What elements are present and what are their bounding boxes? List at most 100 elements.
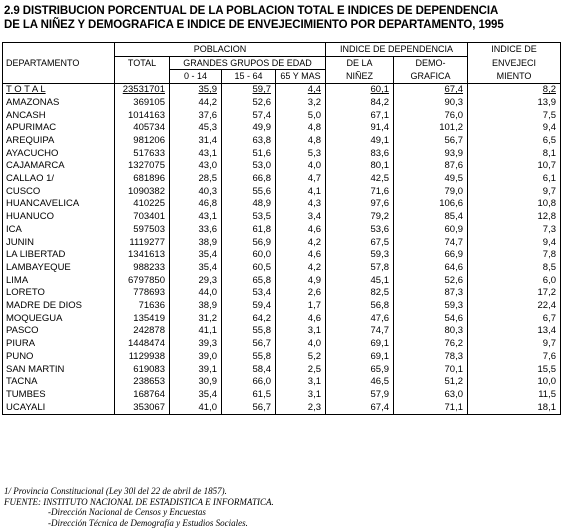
cell-envejecimiento: 6,7 <box>467 312 562 326</box>
cell-age-65-mas: 5,2 <box>274 350 326 364</box>
cell-age-0-14: 37,6 <box>169 109 222 123</box>
cell-total: 1119277 <box>114 236 170 250</box>
cell-dep-ninez: 74,7 <box>325 325 394 339</box>
table-row: ICA 597503 33,6 61,8 4,6 53,6 60,9 7,3 <box>2 223 562 237</box>
cell-dep-ninez: 49,1 <box>325 134 394 148</box>
cell-departamento: MOQUEGUA <box>2 312 115 326</box>
cell-age-0-14: 45,3 <box>169 122 222 135</box>
cell-age-65-mas: 4,8 <box>274 134 326 148</box>
cell-envejecimiento: 8,1 <box>467 147 562 161</box>
cell-age-0-14: 35,4 <box>169 388 222 402</box>
cell-total: 681896 <box>114 173 170 186</box>
cell-departamento: T O T A L <box>2 83 115 97</box>
cell-total: 619083 <box>114 363 170 377</box>
cell-envejecimiento: 8,5 <box>467 261 562 275</box>
cell-envejecimiento: 9,4 <box>467 236 562 250</box>
cell-total: 597503 <box>114 223 170 237</box>
cell-age-0-14: 41,1 <box>169 325 222 339</box>
cell-age-0-14: 39,3 <box>169 338 222 351</box>
cell-age-65-mas: 1,7 <box>274 300 326 313</box>
cell-age-15-64: 61,8 <box>221 223 276 237</box>
cell-age-0-14: 31,4 <box>169 134 222 148</box>
cell-departamento: CUSCO <box>2 185 115 199</box>
cell-total: 238653 <box>114 376 170 389</box>
header-demo-1: DEMO- <box>393 55 468 70</box>
cell-departamento: UCAYALI <box>2 401 115 416</box>
cell-age-0-14: 38,9 <box>169 300 222 313</box>
table-row: ANCASH 1014163 37,6 57,4 5,0 67,1 76,0 7,5 <box>2 109 562 123</box>
cell-envejecimiento: 7,3 <box>467 223 562 237</box>
cell-departamento: PASCO <box>2 325 115 339</box>
cell-departamento: ICA <box>2 223 115 237</box>
cell-departamento: MADRE DE DIOS <box>2 300 115 313</box>
cell-age-15-64: 58,4 <box>221 363 276 377</box>
cell-dep-ninez: 67,1 <box>325 109 394 123</box>
cell-age-15-64: 65,8 <box>221 274 276 288</box>
cell-dep-ninez: 97,6 <box>325 198 394 212</box>
header-age-15-64: 15 - 64 <box>221 69 276 85</box>
cell-dep-demografica: 78,3 <box>393 350 468 364</box>
cell-age-0-14: 39,0 <box>169 350 222 364</box>
cell-departamento: TACNA <box>2 376 115 389</box>
cell-total: 369105 <box>114 96 170 110</box>
cell-age-15-64: 53,0 <box>221 160 276 174</box>
cell-envejecimiento: 9,4 <box>467 122 562 135</box>
cell-total: 1448474 <box>114 338 170 351</box>
cell-age-15-64: 59,4 <box>221 300 276 313</box>
cell-dep-demografica: 67,4 <box>393 83 468 97</box>
cell-total: 71636 <box>114 300 170 313</box>
cell-age-65-mas: 4,8 <box>274 122 326 135</box>
cell-age-65-mas: 2,5 <box>274 363 326 377</box>
cell-age-0-14: 35,9 <box>169 83 222 97</box>
cell-dep-ninez: 79,2 <box>325 211 394 224</box>
header-total: TOTAL <box>114 55 170 70</box>
cell-total: 703401 <box>114 211 170 224</box>
cell-dep-ninez: 91,4 <box>325 122 394 135</box>
table-row: HUANCAVELICA 410225 46,8 48,9 4,3 97,6 106,6 10… <box>2 198 562 212</box>
table-row: CAJAMARCA 1327075 43,0 53,0 4,0 80,1 87,6 10,7 <box>2 160 562 174</box>
cell-age-15-64: 59,7 <box>221 83 276 97</box>
header-poblacion: POBLACION <box>113 42 326 57</box>
footnotes: 1/ Provincia Constitucional (Ley 30l del… <box>4 486 560 528</box>
cell-dep-demografica: 79,0 <box>393 185 468 199</box>
cell-age-65-mas: 4,2 <box>274 261 326 275</box>
cell-age-65-mas: 2,3 <box>274 401 326 416</box>
cell-age-0-14: 43,1 <box>169 211 222 224</box>
cell-departamento: AYACUCHO <box>2 147 115 161</box>
table-row: AYACUCHO 517633 43,1 51,6 5,3 83,6 93,9 8,1 <box>2 147 562 161</box>
cell-dep-ninez: 67,4 <box>325 401 394 416</box>
cell-dep-demografica: 76,0 <box>393 109 468 123</box>
cell-envejecimiento: 7,6 <box>467 350 562 364</box>
cell-age-15-64: 56,9 <box>221 236 276 250</box>
cell-age-15-64: 53,5 <box>221 211 276 224</box>
cell-age-15-64: 63,8 <box>221 134 276 148</box>
cell-dep-ninez: 45,1 <box>325 274 394 288</box>
cell-age-65-mas: 3,1 <box>274 388 326 402</box>
cell-envejecimiento: 15,5 <box>467 363 562 377</box>
cell-age-0-14: 43,0 <box>169 160 222 174</box>
cell-age-65-mas: 5,0 <box>274 109 326 123</box>
cell-age-15-64: 49,9 <box>221 122 276 135</box>
header-indice-dependencia: INDICE DE DEPENDENCIA <box>325 42 468 57</box>
cell-age-0-14: 44,0 <box>169 287 222 301</box>
cell-dep-demografica: 66,9 <box>393 249 468 262</box>
cell-departamento: LORETO <box>2 287 115 301</box>
header-ninez: NIÑEZ <box>325 69 394 85</box>
cell-total: 410225 <box>114 198 170 212</box>
table-row: PIURA 1448474 39,3 56,7 4,0 69,1 76,2 9,7 <box>2 338 562 351</box>
cell-age-65-mas: 4,1 <box>274 185 326 199</box>
cell-age-65-mas: 4,6 <box>274 223 326 237</box>
cell-age-65-mas: 3,4 <box>274 211 326 224</box>
cell-age-65-mas: 5,3 <box>274 147 326 161</box>
cell-age-65-mas: 3,1 <box>274 325 326 339</box>
cell-dep-demografica: 87,6 <box>393 160 468 174</box>
cell-envejecimiento: 7,5 <box>467 109 562 123</box>
cell-age-0-14: 28,5 <box>169 173 222 186</box>
cell-dep-ninez: 59,3 <box>325 249 394 262</box>
cell-age-0-14: 41,0 <box>169 401 222 416</box>
cell-departamento: LIMA <box>2 274 115 288</box>
cell-age-15-64: 60,5 <box>221 261 276 275</box>
cell-departamento: PIURA <box>2 338 115 351</box>
source-dept-1: -Dirección Nacional de Censos y Encuesta… <box>48 507 206 517</box>
cell-total: 778693 <box>114 287 170 301</box>
